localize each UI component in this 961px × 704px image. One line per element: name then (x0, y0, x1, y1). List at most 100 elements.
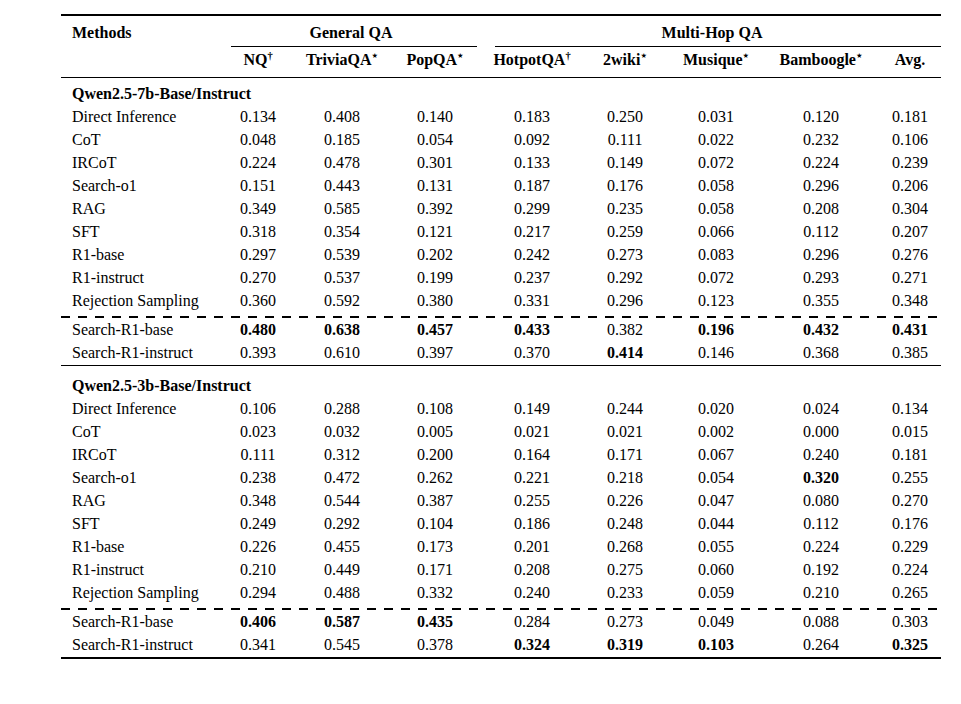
value-cell-hotpotqa: 0.186 (483, 513, 581, 536)
value-cell-hotpotqa: 0.242 (483, 244, 581, 267)
value-cell-triviaqa: 0.537 (297, 267, 387, 290)
table-row-sft: SFT0.2490.2920.1040.1860.2480.0440.1120.… (61, 513, 941, 536)
value-cell-popqa: 0.457 (387, 319, 483, 342)
value-cell-avg: 0.181 (879, 106, 941, 129)
value-cell-bamboogle: 0.296 (763, 175, 879, 198)
value-cell-popqa: 0.131 (387, 175, 483, 198)
value-cell-triviaqa: 0.539 (297, 244, 387, 267)
value-cell-nq: 0.134 (219, 106, 297, 129)
col-header-superscript: ⋆ (640, 50, 647, 61)
value-cell-musique: 0.055 (669, 536, 763, 559)
table-row-search-r1-base: Search-R1-base0.4060.5870.4350.2840.2730… (61, 611, 941, 634)
value-cell-popqa: 0.392 (387, 198, 483, 221)
method-cell: IRCoT (61, 152, 219, 175)
value-cell-triviaqa: 0.354 (297, 221, 387, 244)
section-title-qwen2-5-7b-base-instruct: Qwen2.5-7b-Base/Instruct (61, 78, 941, 107)
value-cell-avg: 0.015 (879, 421, 941, 444)
value-cell-avg: 0.270 (879, 490, 941, 513)
group-header-multi-hop-qa: Multi-Hop QA (483, 15, 941, 42)
value-cell-musique: 0.123 (669, 290, 763, 313)
value-cell-avg: 0.348 (879, 290, 941, 313)
value-cell-avg: 0.385 (879, 342, 941, 366)
value-cell-2wiki: 0.233 (581, 582, 669, 605)
value-cell-nq: 0.349 (219, 198, 297, 221)
value-cell-bamboogle: 0.264 (763, 634, 879, 658)
method-cell: R1-base (61, 244, 219, 267)
value-cell-musique: 0.031 (669, 106, 763, 129)
col-header-triviaqa: TriviaQA⋆ (297, 50, 387, 78)
method-cell: RAG (61, 198, 219, 221)
value-cell-popqa: 0.054 (387, 129, 483, 152)
group-header-general-qa: General QA (219, 15, 483, 42)
method-cell: RAG (61, 490, 219, 513)
value-cell-2wiki: 0.414 (581, 342, 669, 366)
col-header-bamboogle: Bamboogle⋆ (763, 50, 879, 78)
value-cell-avg: 0.206 (879, 175, 941, 198)
value-cell-nq: 0.318 (219, 221, 297, 244)
value-cell-hotpotqa: 0.208 (483, 559, 581, 582)
value-cell-2wiki: 0.292 (581, 267, 669, 290)
value-cell-bamboogle: 0.293 (763, 267, 879, 290)
table-row-r1-instruct: R1-instruct0.2100.4490.1710.2080.2750.06… (61, 559, 941, 582)
value-cell-2wiki: 0.275 (581, 559, 669, 582)
value-cell-bamboogle: 0.224 (763, 152, 879, 175)
col-header-hotpotqa: HotpotQA† (483, 50, 581, 78)
value-cell-popqa: 0.121 (387, 221, 483, 244)
value-cell-nq: 0.210 (219, 559, 297, 582)
value-cell-avg: 0.276 (879, 244, 941, 267)
value-cell-triviaqa: 0.544 (297, 490, 387, 513)
value-cell-popqa: 0.108 (387, 398, 483, 421)
table-row-rejection-sampling: Rejection Sampling0.2940.4880.3320.2400.… (61, 582, 941, 605)
value-cell-bamboogle: 0.224 (763, 536, 879, 559)
method-cell: Rejection Sampling (61, 582, 219, 605)
value-cell-avg: 0.229 (879, 536, 941, 559)
value-cell-avg: 0.271 (879, 267, 941, 290)
table-row-search-o1: Search-o10.1510.4430.1310.1870.1760.0580… (61, 175, 941, 198)
value-cell-musique: 0.058 (669, 175, 763, 198)
value-cell-nq: 0.341 (219, 634, 297, 658)
col-header-nq: NQ† (219, 50, 297, 78)
value-cell-2wiki: 0.176 (581, 175, 669, 198)
value-cell-2wiki: 0.235 (581, 198, 669, 221)
cmidrule-general-qa (231, 46, 477, 47)
col-header-superscript: ⋆ (743, 50, 750, 61)
table-row-ircot: IRCoT0.1110.3120.2000.1640.1710.0670.240… (61, 444, 941, 467)
value-cell-bamboogle: 0.320 (763, 467, 879, 490)
value-cell-musique: 0.020 (669, 398, 763, 421)
value-cell-avg: 0.181 (879, 444, 941, 467)
value-cell-avg: 0.265 (879, 582, 941, 605)
method-cell: Search-R1-base (61, 611, 219, 634)
value-cell-triviaqa: 0.587 (297, 611, 387, 634)
value-cell-hotpotqa: 0.164 (483, 444, 581, 467)
value-cell-triviaqa: 0.472 (297, 467, 387, 490)
cmidrule-cell (483, 42, 941, 50)
value-cell-triviaqa: 0.478 (297, 152, 387, 175)
value-cell-hotpotqa: 0.092 (483, 129, 581, 152)
table-row-r1-instruct: R1-instruct0.2700.5370.1990.2370.2920.07… (61, 267, 941, 290)
col-header-superscript: † (267, 50, 272, 61)
cmidrule-row (61, 42, 941, 50)
results-table: MethodsGeneral QAMulti-Hop QANQ†TriviaQA… (61, 14, 941, 659)
value-cell-bamboogle: 0.112 (763, 221, 879, 244)
method-cell: SFT (61, 221, 219, 244)
table-body: Qwen2.5-7b-Base/InstructDirect Inference… (61, 78, 941, 659)
section-header-row: Qwen2.5-3b-Base/Instruct (61, 366, 941, 399)
value-cell-hotpotqa: 0.133 (483, 152, 581, 175)
method-cell: CoT (61, 421, 219, 444)
value-cell-musique: 0.002 (669, 421, 763, 444)
value-cell-2wiki: 0.149 (581, 152, 669, 175)
table-row-cot: CoT0.0480.1850.0540.0920.1110.0220.2320.… (61, 129, 941, 152)
value-cell-avg: 0.134 (879, 398, 941, 421)
value-cell-triviaqa: 0.545 (297, 634, 387, 658)
value-cell-nq: 0.393 (219, 342, 297, 366)
value-cell-triviaqa: 0.488 (297, 582, 387, 605)
value-cell-2wiki: 0.171 (581, 444, 669, 467)
value-cell-hotpotqa: 0.284 (483, 611, 581, 634)
value-cell-bamboogle: 0.355 (763, 290, 879, 313)
method-cell: CoT (61, 129, 219, 152)
value-cell-bamboogle: 0.368 (763, 342, 879, 366)
value-cell-2wiki: 0.382 (581, 319, 669, 342)
dashed-separator-line (61, 608, 941, 610)
col-header-superscript: ⋆ (457, 50, 464, 61)
value-cell-musique: 0.044 (669, 513, 763, 536)
